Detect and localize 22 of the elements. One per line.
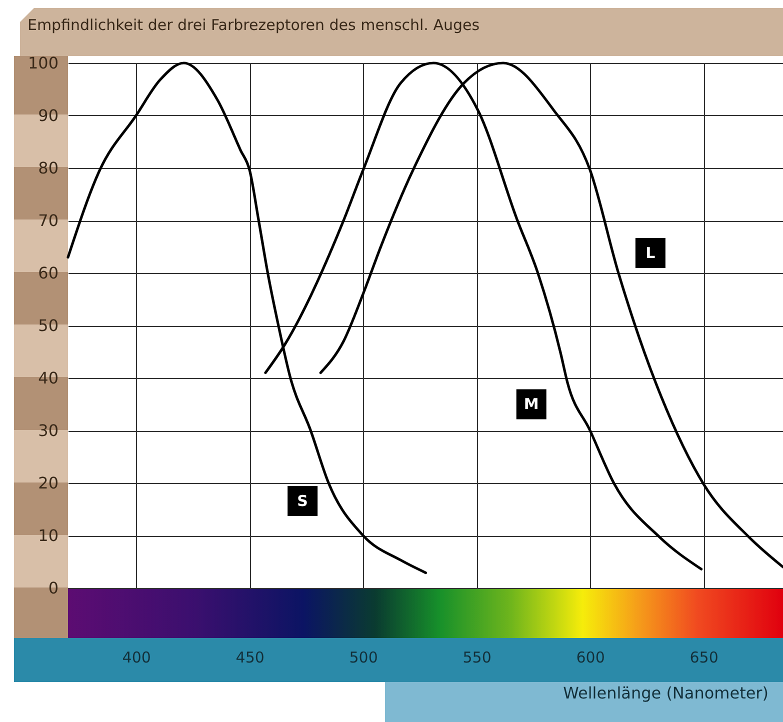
x-tick-label: 600	[576, 648, 605, 666]
y-tick-label: 20	[38, 474, 58, 492]
y-tick-label: 90	[38, 106, 58, 125]
x-tick-label: 450	[236, 648, 264, 666]
y-tick-label: 0	[48, 578, 58, 598]
x-tick-label: 500	[349, 648, 378, 666]
x-tick-label: 550	[462, 648, 492, 666]
series-label: S	[297, 492, 308, 510]
series-label: L	[646, 244, 656, 262]
y-tick-label: 50	[38, 316, 58, 335]
chart-title: Empfindlichkeit der drei Farbrezeptoren des menschl. Auges	[27, 16, 480, 34]
y-tick-label: 70	[38, 211, 58, 230]
x-tick-label: 650	[690, 648, 718, 666]
y-tick-label: 80	[38, 158, 58, 178]
text: M	[524, 395, 539, 414]
y-tick-label: 60	[38, 264, 58, 282]
y-tick-label: 10	[38, 526, 58, 545]
y-tick-label: 100	[28, 54, 58, 72]
x-axis-title: Wellenlänge (Nanometer)	[563, 684, 768, 702]
y-tick-label: 30	[38, 421, 58, 440]
x-tick-label: 400	[122, 648, 151, 666]
y-tick-label: 40	[38, 368, 58, 388]
